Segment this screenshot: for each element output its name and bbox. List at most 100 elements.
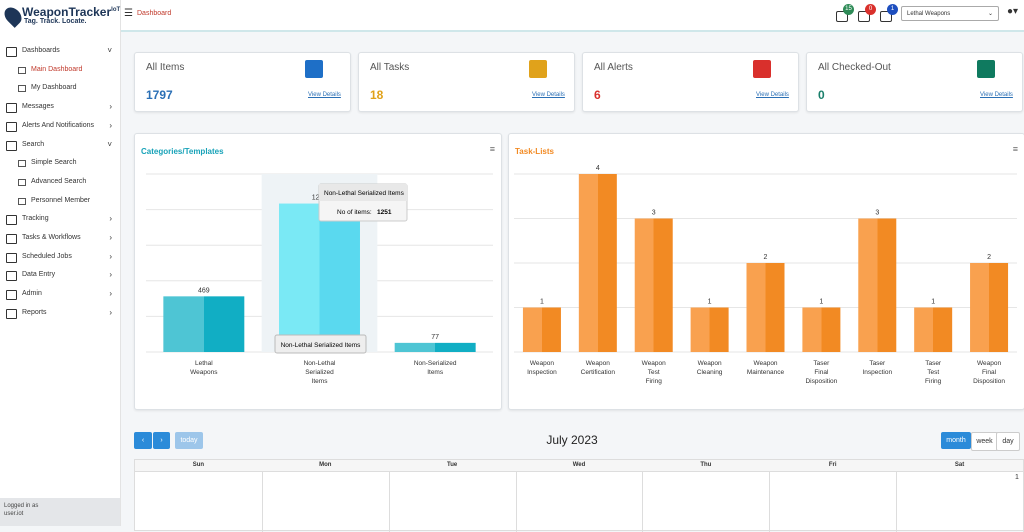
day-cell <box>262 472 390 532</box>
nav-item[interactable]: Dashboards ˅ <box>6 44 116 58</box>
nav-caret: › <box>109 214 112 224</box>
nav-item[interactable]: Messages › <box>6 100 116 114</box>
x-tick-label: Disposition <box>973 378 1005 385</box>
badge-icon[interactable] <box>836 11 848 22</box>
sidebar: WeaponTrackerIoT Tag. Track. Locate. Log… <box>0 0 121 526</box>
tooltip-title: Non-Lethal Serialized Items <box>324 190 405 197</box>
today-button[interactable]: today <box>175 432 203 449</box>
select[interactable]: Lethal Weapons ⌄ <box>901 6 999 21</box>
nav-item[interactable]: Tasks & Workflows › <box>6 231 116 245</box>
view-button[interactable]: day <box>996 432 1020 451</box>
prev-button[interactable]: ‹ <box>134 432 152 449</box>
x-tick-label: Disposition <box>805 378 837 385</box>
nav-icon <box>6 271 17 282</box>
day-header: Mon <box>261 460 390 472</box>
bar <box>279 203 360 352</box>
x-tick-label: Test <box>648 369 660 376</box>
x-tick-label: Weapon <box>642 360 666 367</box>
value-label: 2 <box>987 254 991 261</box>
tooltip-value: 1251 <box>377 209 392 216</box>
axis-tooltip <box>274 334 367 354</box>
badge: 15 <box>843 4 854 15</box>
bar <box>690 307 729 352</box>
x-tick-label: Cleaning <box>697 369 723 376</box>
nav-label: Reports <box>22 308 47 316</box>
nav-item[interactable]: Alerts And Notifications › <box>6 119 116 133</box>
nav-label: Dashboards <box>22 47 60 54</box>
chart-card: Categories/Templates ≡ 469 Lethal Weapons 125… <box>134 133 502 410</box>
chart-menu[interactable]: ≡ <box>489 144 495 154</box>
day-header: Wed <box>515 460 644 472</box>
x-tick-label: Test <box>927 369 939 376</box>
nav-caret: › <box>109 102 112 112</box>
stat-link[interactable]: View Details <box>308 92 341 98</box>
stat-link[interactable]: View Details <box>980 92 1013 98</box>
x-tick-label: Final <box>982 369 997 376</box>
day-cell <box>135 472 263 532</box>
nav-caret: › <box>109 120 112 130</box>
day-header: Fri <box>769 460 898 472</box>
nav-caret: ˅ <box>107 139 112 149</box>
stat-value: 6 <box>594 88 601 102</box>
chart: 469 Lethal Weapons 1251 Non-Lethal Serialized… <box>146 173 493 385</box>
value-label: 469 <box>198 287 210 294</box>
nav-item[interactable]: Tracking › <box>6 212 116 226</box>
nav-icon <box>6 103 17 114</box>
nav-item[interactable]: Admin › <box>6 287 116 301</box>
nav-caret: › <box>109 307 112 317</box>
badge-icon[interactable] <box>880 11 892 22</box>
menu-icon[interactable]: ☰ <box>124 8 133 19</box>
value-label: 2 <box>764 254 768 261</box>
stat-link[interactable]: View Details <box>756 92 789 98</box>
x-tick-label: Weapon <box>977 360 1001 367</box>
x-tick-label: Non-Lethal <box>304 360 336 367</box>
next-button[interactable]: › <box>153 432 170 449</box>
stat-title: All Items <box>146 62 185 73</box>
day-header: Sat <box>896 460 1024 472</box>
chart-menu[interactable]: ≡ <box>1012 144 1018 154</box>
nav-item[interactable]: Data Entry › <box>6 268 116 282</box>
nav-label: Tasks & Workflows <box>22 234 81 241</box>
badge: 1 <box>887 4 898 15</box>
chart-card: Task-Lists ≡ 1 Weapon Inspection 4 Weapon Certi… <box>508 133 1024 410</box>
breadcrumb: Dashboard <box>137 10 172 17</box>
x-tick-label: Certification <box>581 369 616 376</box>
view-button[interactable]: week <box>971 432 998 451</box>
day-header: Thu <box>642 460 771 472</box>
bar <box>578 174 617 352</box>
bar <box>970 263 1009 352</box>
footer-line: user.iot <box>4 511 24 517</box>
nav-item[interactable]: Search ˅ <box>6 138 116 152</box>
stat-link[interactable]: View Details <box>532 92 565 98</box>
nav-item[interactable]: Scheduled Jobs › <box>6 250 116 264</box>
nav-label: Search <box>22 140 45 148</box>
nav-item[interactable]: Reports › <box>6 306 116 320</box>
nav-sub-icon <box>18 160 26 168</box>
x-tick-label: Inspection <box>862 369 892 376</box>
axis-tooltip-text: Non-Lethal Serialized Items <box>281 342 362 349</box>
view-button[interactable]: month <box>941 432 971 449</box>
nav-sub-icon <box>18 66 26 74</box>
logo-name: WeaponTrackerIoT <box>22 5 120 19</box>
chart-title: Task-Lists <box>515 147 554 156</box>
date-number: 1 <box>1015 474 1019 481</box>
nav-sub-label: My Dashboard <box>31 84 77 92</box>
tooltip-head <box>319 184 407 201</box>
topbar: ☰ Dashboard 15 0 1 Lethal Weapons ⌄ ●▾ <box>121 0 1024 32</box>
nav-caret: › <box>109 270 112 280</box>
logo-text: WeaponTracker <box>22 5 112 19</box>
x-tick-label: Maintenance <box>747 369 785 376</box>
x-tick-label: Inspection <box>527 369 557 376</box>
nav-sub-icon <box>18 85 26 93</box>
x-tick-label: Items <box>312 378 329 385</box>
nav-label: Scheduled Jobs <box>22 252 72 260</box>
nav-icon <box>6 252 17 263</box>
nav-caret: › <box>109 233 112 242</box>
x-tick-label: Weapon <box>586 360 610 367</box>
user-icon[interactable]: ●▾ <box>1007 6 1019 17</box>
badge-icon[interactable] <box>858 11 870 22</box>
stat-icon <box>977 60 995 78</box>
x-tick-label: Taser <box>925 360 942 367</box>
calendar-title: July 2023 <box>546 433 598 447</box>
